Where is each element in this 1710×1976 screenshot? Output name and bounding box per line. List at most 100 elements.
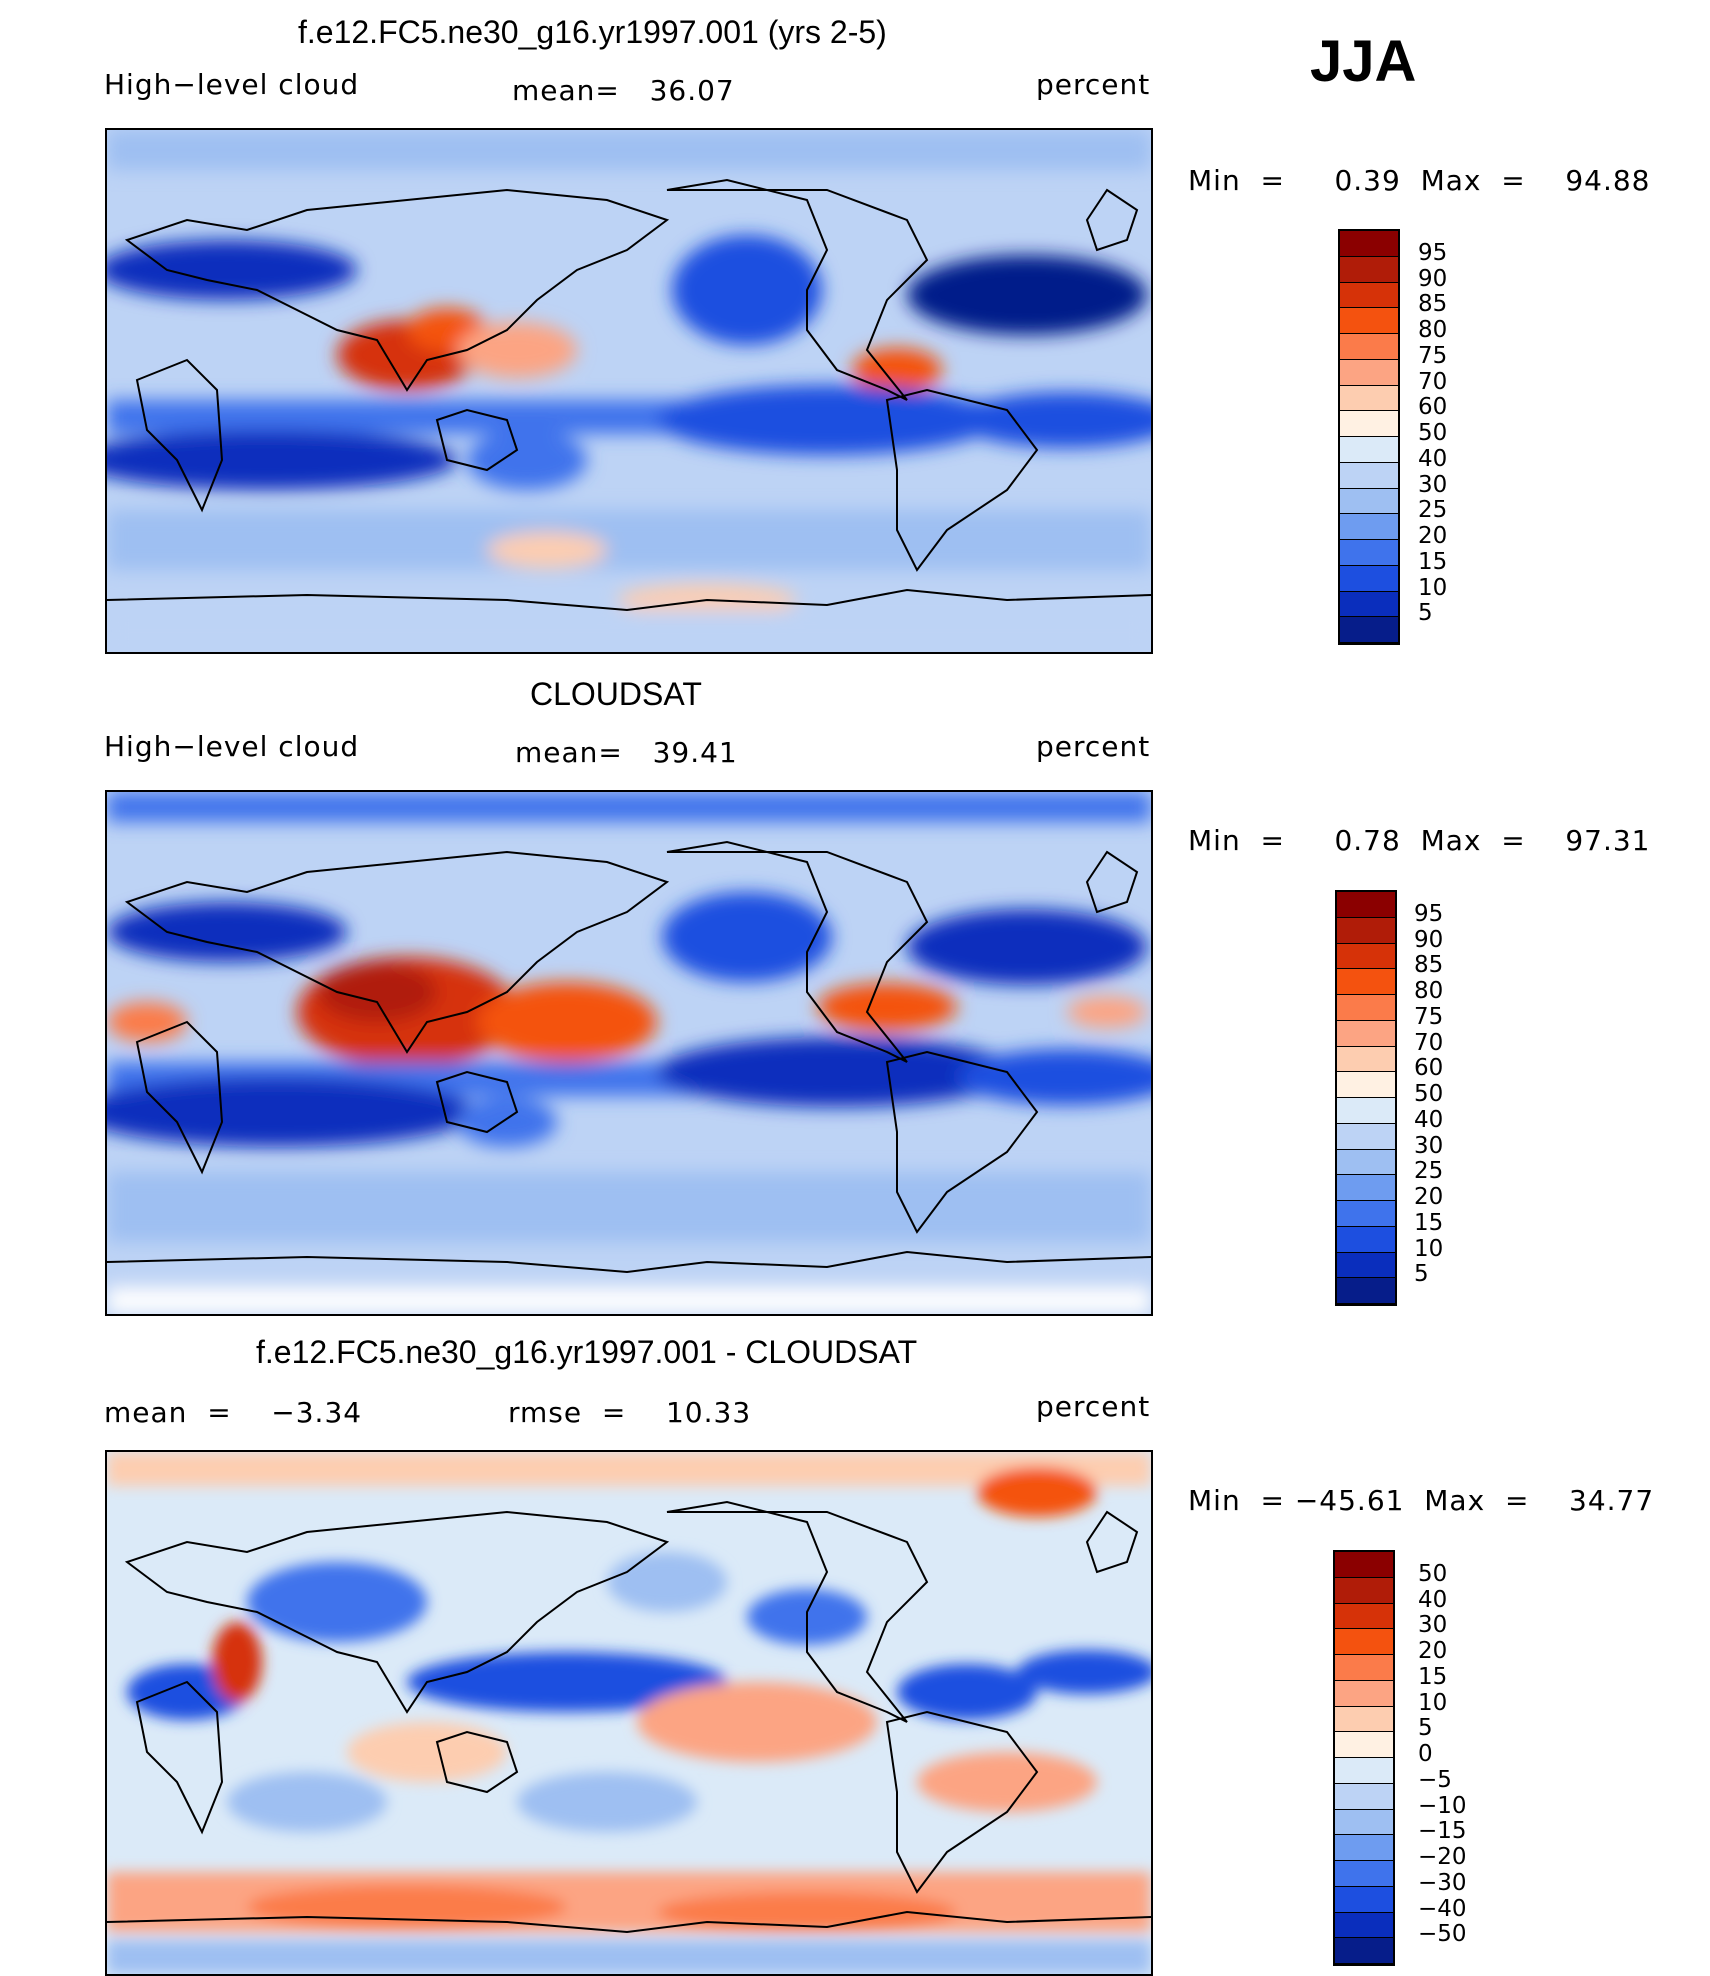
panel2-variable-label: High−level cloud <box>104 730 360 763</box>
colorbar-tick-label: 20 <box>1418 1638 1448 1664</box>
colorbar-swatch <box>1340 540 1398 566</box>
colorbar-tick-label: 40 <box>1414 1106 1444 1133</box>
colorbar-swatch <box>1335 1809 1393 1836</box>
colorbar-tick-label: 70 <box>1418 368 1448 395</box>
colorbar-swatch <box>1340 308 1398 334</box>
colorbar-tick-label: 30 <box>1418 471 1448 498</box>
colorbar-swatch <box>1340 462 1398 489</box>
panel2-minmax: Min = 0.78 Max = 97.31 <box>1188 824 1651 857</box>
colorbar-tick-label: 40 <box>1418 445 1448 472</box>
colorbar-tick-label: 15 <box>1414 1209 1444 1236</box>
panel1-map <box>105 128 1153 654</box>
colorbar-swatch <box>1340 385 1398 412</box>
colorbar-swatch <box>1337 1046 1395 1073</box>
colorbar-tick-label: 30 <box>1414 1132 1444 1159</box>
panel3-units-label: percent <box>1036 1390 1151 1423</box>
colorbar-tick-label: 10 <box>1414 1235 1444 1262</box>
colorbar-swatch <box>1337 995 1395 1021</box>
colorbar-swatch <box>1335 1783 1393 1810</box>
panel3-colorbar <box>1333 1550 1395 1966</box>
colorbar-tick-label: 80 <box>1418 317 1448 343</box>
colorbar-tick-label: 75 <box>1414 1003 1444 1030</box>
colorbar-swatch <box>1337 969 1395 995</box>
colorbar-swatch <box>1337 1098 1395 1124</box>
panel1-variable-label: High−level cloud <box>104 68 360 101</box>
colorbar-tick-label: 85 <box>1418 291 1448 318</box>
colorbar-tick-label: 5 <box>1418 1715 1433 1742</box>
panel1-mean-label: mean= 36.07 <box>512 74 735 107</box>
panel1-units-label: percent <box>1036 68 1151 101</box>
colorbar-tick-label: 85 <box>1414 952 1444 979</box>
panel3-minmax: Min = −45.61 Max = 34.77 <box>1188 1484 1655 1517</box>
colorbar-swatch <box>1337 1201 1395 1227</box>
panel3-rmse-label: rmse = 10.33 <box>508 1396 752 1429</box>
panel3-heatmap <box>107 1452 1151 1974</box>
colorbar-tick-label: 75 <box>1418 342 1448 369</box>
colorbar-swatch <box>1335 1552 1393 1578</box>
colorbar-swatch <box>1335 1629 1393 1655</box>
colorbar-tick-label: 15 <box>1418 548 1448 575</box>
colorbar-tick-label: −50 <box>1418 1921 1467 1948</box>
colorbar-swatch <box>1340 488 1398 515</box>
colorbar-swatch <box>1337 1278 1395 1304</box>
panel2-units-label: percent <box>1036 730 1151 763</box>
colorbar-swatch <box>1337 892 1395 918</box>
panel3-title: f.e12.FC5.ne30_g16.yr1997.001 - CLOUDSAT <box>256 1334 918 1370</box>
colorbar-tick-label: 15 <box>1418 1663 1448 1690</box>
colorbar-tick-label: 5 <box>1414 1261 1429 1288</box>
panel1-title: f.e12.FC5.ne30_g16.yr1997.001 (yrs 2-5) <box>298 14 887 50</box>
colorbar-swatch <box>1337 1175 1395 1201</box>
season-label: JJA <box>1310 29 1417 94</box>
panel1-minmax: Min = 0.39 Max = 94.88 <box>1188 164 1651 197</box>
colorbar-tick-label: 30 <box>1418 1612 1448 1639</box>
panel1-heatmap <box>107 130 1151 652</box>
panel2-mean-label: mean= 39.41 <box>515 736 738 769</box>
colorbar-swatch <box>1340 437 1398 463</box>
colorbar-tick-label: 25 <box>1418 497 1448 524</box>
colorbar-tick-label: 10 <box>1418 574 1448 601</box>
colorbar-swatch <box>1337 943 1395 970</box>
colorbar-swatch <box>1340 359 1398 386</box>
colorbar-tick-label: −10 <box>1418 1792 1467 1819</box>
panel3-mean-label: mean = −3.34 <box>104 1396 363 1429</box>
colorbar-swatch <box>1340 617 1398 643</box>
colorbar-swatch <box>1337 1226 1395 1253</box>
panel2-heatmap <box>107 792 1151 1314</box>
colorbar-swatch <box>1340 411 1398 437</box>
colorbar-swatch <box>1335 1603 1393 1630</box>
colorbar-tick-label: −20 <box>1418 1844 1467 1870</box>
panel2-title: CLOUDSAT <box>530 676 702 712</box>
colorbar-swatch <box>1335 1655 1393 1681</box>
colorbar-swatch <box>1337 1123 1395 1150</box>
colorbar-swatch <box>1335 1680 1393 1707</box>
colorbar-swatch <box>1340 256 1398 283</box>
colorbar-tick-label: 90 <box>1414 926 1444 953</box>
colorbar-tick-label: 10 <box>1418 1689 1448 1716</box>
colorbar-swatch <box>1335 1835 1393 1861</box>
colorbar-swatch <box>1340 334 1398 360</box>
colorbar-swatch <box>1335 1938 1393 1964</box>
colorbar-swatch <box>1340 282 1398 309</box>
colorbar-tick-label: 20 <box>1418 523 1448 549</box>
colorbar-tick-label: 70 <box>1414 1029 1444 1056</box>
colorbar-tick-label: −15 <box>1418 1818 1467 1845</box>
colorbar-tick-label: 95 <box>1418 239 1448 266</box>
colorbar-swatch <box>1335 1886 1393 1913</box>
colorbar-swatch <box>1337 1252 1395 1279</box>
colorbar-tick-label: 50 <box>1418 420 1448 446</box>
panel2-map <box>105 790 1153 1316</box>
colorbar-tick-label: 20 <box>1414 1184 1444 1210</box>
colorbar-tick-label: 40 <box>1418 1586 1448 1613</box>
colorbar-swatch <box>1335 1912 1393 1939</box>
colorbar-swatch <box>1337 1072 1395 1098</box>
colorbar-tick-label: −5 <box>1418 1766 1452 1793</box>
colorbar-swatch <box>1335 1861 1393 1887</box>
colorbar-tick-label: −30 <box>1418 1869 1467 1896</box>
colorbar-swatch <box>1337 917 1395 944</box>
colorbar-swatch <box>1337 1020 1395 1047</box>
colorbar-swatch <box>1335 1706 1393 1733</box>
panel2-colorbar <box>1335 890 1397 1306</box>
panel3-map <box>105 1450 1153 1976</box>
colorbar-tick-label: −40 <box>1418 1895 1467 1922</box>
panel1-colorbar <box>1338 229 1400 645</box>
